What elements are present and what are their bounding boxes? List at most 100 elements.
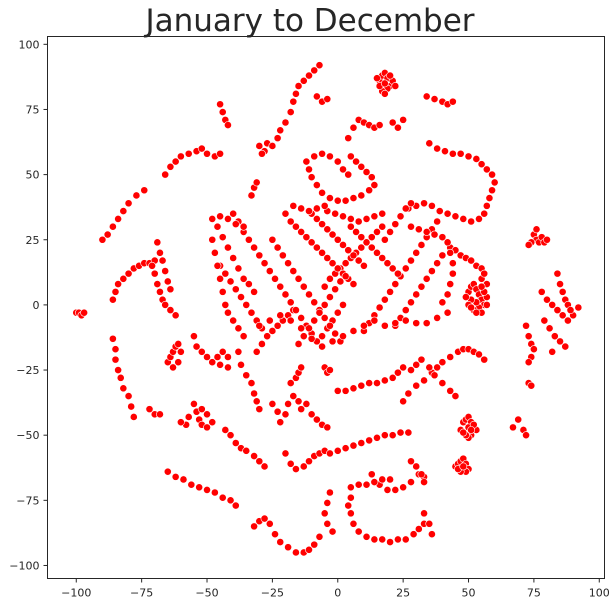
scatter-point (456, 149, 465, 158)
scatter-point (281, 449, 290, 458)
scatter-point (187, 480, 196, 489)
scatter-point (352, 228, 360, 236)
scatter-point (412, 319, 421, 328)
scatter-point (349, 441, 358, 450)
scatter-point (365, 436, 374, 445)
scatter-point (475, 214, 483, 223)
scatter-point (305, 71, 313, 80)
scatter-point (480, 269, 489, 278)
scatter-point (380, 376, 389, 385)
scatter-point (176, 418, 185, 427)
scatter-point (197, 347, 206, 356)
scatter-point (224, 353, 232, 361)
scatter-point (218, 287, 227, 296)
scatter-point (404, 428, 413, 437)
scatter-point (210, 488, 219, 497)
scatter-point (341, 196, 350, 205)
scatter-point (224, 308, 232, 317)
scatter-point (433, 259, 442, 268)
scatter-point (286, 298, 295, 307)
scatter-point (294, 397, 303, 406)
scatter-point (271, 274, 279, 283)
scatter-point (540, 316, 549, 325)
scatter-point (116, 373, 125, 382)
scatter-point (396, 428, 405, 437)
scatter-point (156, 287, 164, 296)
scatter-point (273, 321, 282, 330)
scatter-point (216, 360, 224, 369)
scatter-point (239, 332, 248, 341)
scatter-point (378, 475, 387, 484)
scatter-point (323, 499, 332, 507)
scatter-point (323, 95, 332, 103)
scatter-point (467, 217, 476, 226)
scatter-point (417, 470, 426, 479)
scatter-point (184, 149, 193, 158)
scatter-point (412, 462, 421, 471)
scatter-point (333, 308, 342, 317)
scatter-point (574, 303, 583, 312)
scatter-point (488, 170, 496, 179)
scatter-point (312, 243, 321, 252)
scatter-point (433, 217, 442, 226)
scatter-point (310, 316, 319, 325)
scatter-point (150, 269, 159, 278)
scatter-point (394, 269, 402, 278)
scatter-point (346, 222, 355, 231)
scatter-point (305, 290, 313, 299)
scatter-point (414, 525, 423, 533)
scatter-point (339, 241, 347, 249)
scatter-point (357, 162, 366, 171)
scatter-point (333, 157, 342, 166)
scatter-point (378, 254, 387, 262)
y-axis: 100 75 50 25 0 −25 −50 −75 −100 (9, 38, 48, 572)
scatter-point (370, 212, 379, 221)
scatter-point (247, 191, 256, 200)
scatter-point (527, 381, 536, 390)
scatter-point (425, 363, 434, 372)
scatter-point (281, 290, 290, 299)
scatter-point (548, 347, 557, 356)
scatter-point (407, 457, 415, 466)
scatter-point (231, 285, 240, 294)
scatter-point (145, 405, 154, 414)
x-tick-label: 100 (589, 587, 610, 600)
scatter-point (378, 209, 387, 218)
scatter-point (297, 363, 306, 372)
scatter-point (312, 204, 321, 213)
scatter-point (323, 519, 332, 528)
scatter-point (333, 386, 342, 395)
scatter-point (132, 191, 141, 200)
scatter-point (310, 66, 319, 75)
scatter-point (260, 259, 269, 268)
scatter-point (323, 423, 332, 432)
scatter-point (234, 324, 243, 333)
scatter-point (433, 144, 442, 153)
scatter-point (409, 530, 418, 539)
scatter-point (297, 204, 306, 213)
scatter-point (318, 248, 326, 257)
scatter-point (467, 426, 476, 434)
scatter-point (545, 324, 554, 333)
scatter-point (388, 431, 397, 440)
scatter-point (346, 483, 355, 492)
scatter-point (488, 186, 496, 195)
scatter-point (203, 149, 211, 158)
scatter-point (349, 123, 358, 132)
scatter-point (305, 165, 313, 174)
scatter-point (156, 410, 164, 419)
scatter-point (443, 209, 452, 218)
scatter-point (422, 92, 431, 101)
scatter-point (472, 155, 481, 163)
scatter-point (326, 449, 334, 458)
scatter-point (271, 530, 279, 539)
scatter-point (244, 280, 253, 288)
scatter-point (203, 485, 211, 494)
scatter-point (114, 366, 123, 374)
scatter-point (461, 293, 470, 301)
scatter-point (357, 243, 366, 252)
scatter-point (323, 254, 332, 262)
scatter-point (294, 82, 303, 90)
scatter-point (349, 251, 358, 260)
scatter-point (354, 480, 363, 489)
